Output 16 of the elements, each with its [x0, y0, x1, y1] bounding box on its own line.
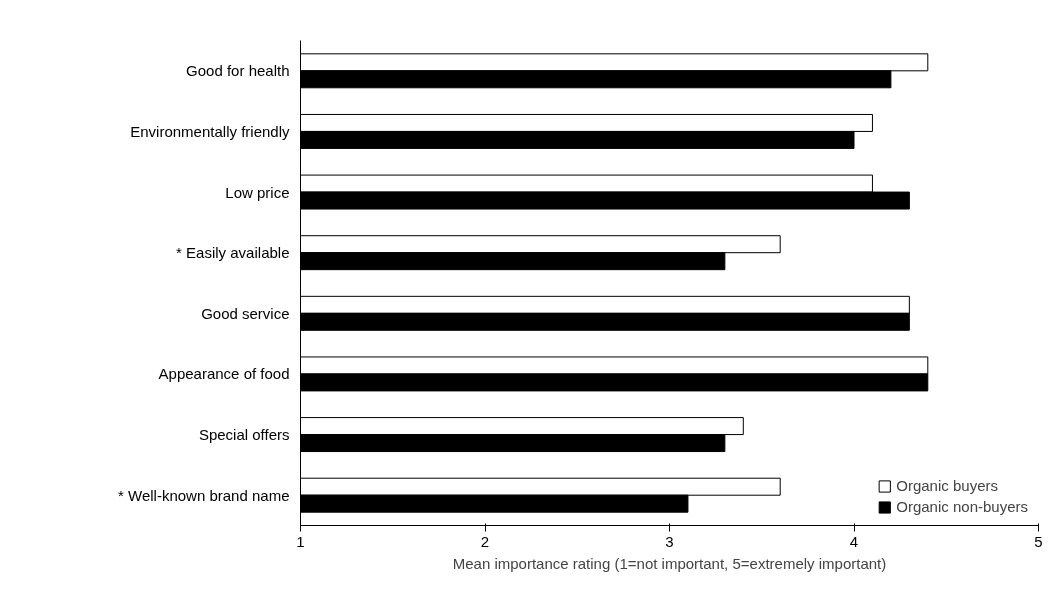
y-tick-label: Special offers [198, 426, 290, 444]
y-tick-label: Environmentally friendly [130, 122, 290, 140]
x-tick-label: 3 [665, 532, 674, 550]
y-tick-label: Good for health [186, 62, 290, 80]
x-axis-title: Mean importance rating (1=not important, 5=extremely important) [452, 554, 887, 572]
y-tick-label: * Well-known brand name [118, 486, 290, 504]
y-tick-label: Good service [201, 304, 290, 322]
y-tick-label: Appearance of food [158, 365, 290, 383]
x-tick-label: 2 [480, 532, 490, 550]
x-tick-label: 4 [849, 532, 859, 550]
legend-label: Organic non-buyers [896, 498, 1028, 515]
legend-label: Organic buyers [896, 477, 998, 494]
x-tick-label: 1 [296, 532, 305, 550]
x-tick-label: 5 [1034, 532, 1043, 550]
y-tick-label: * Easily available [176, 244, 290, 262]
y-tick-label: Low price [225, 183, 290, 201]
